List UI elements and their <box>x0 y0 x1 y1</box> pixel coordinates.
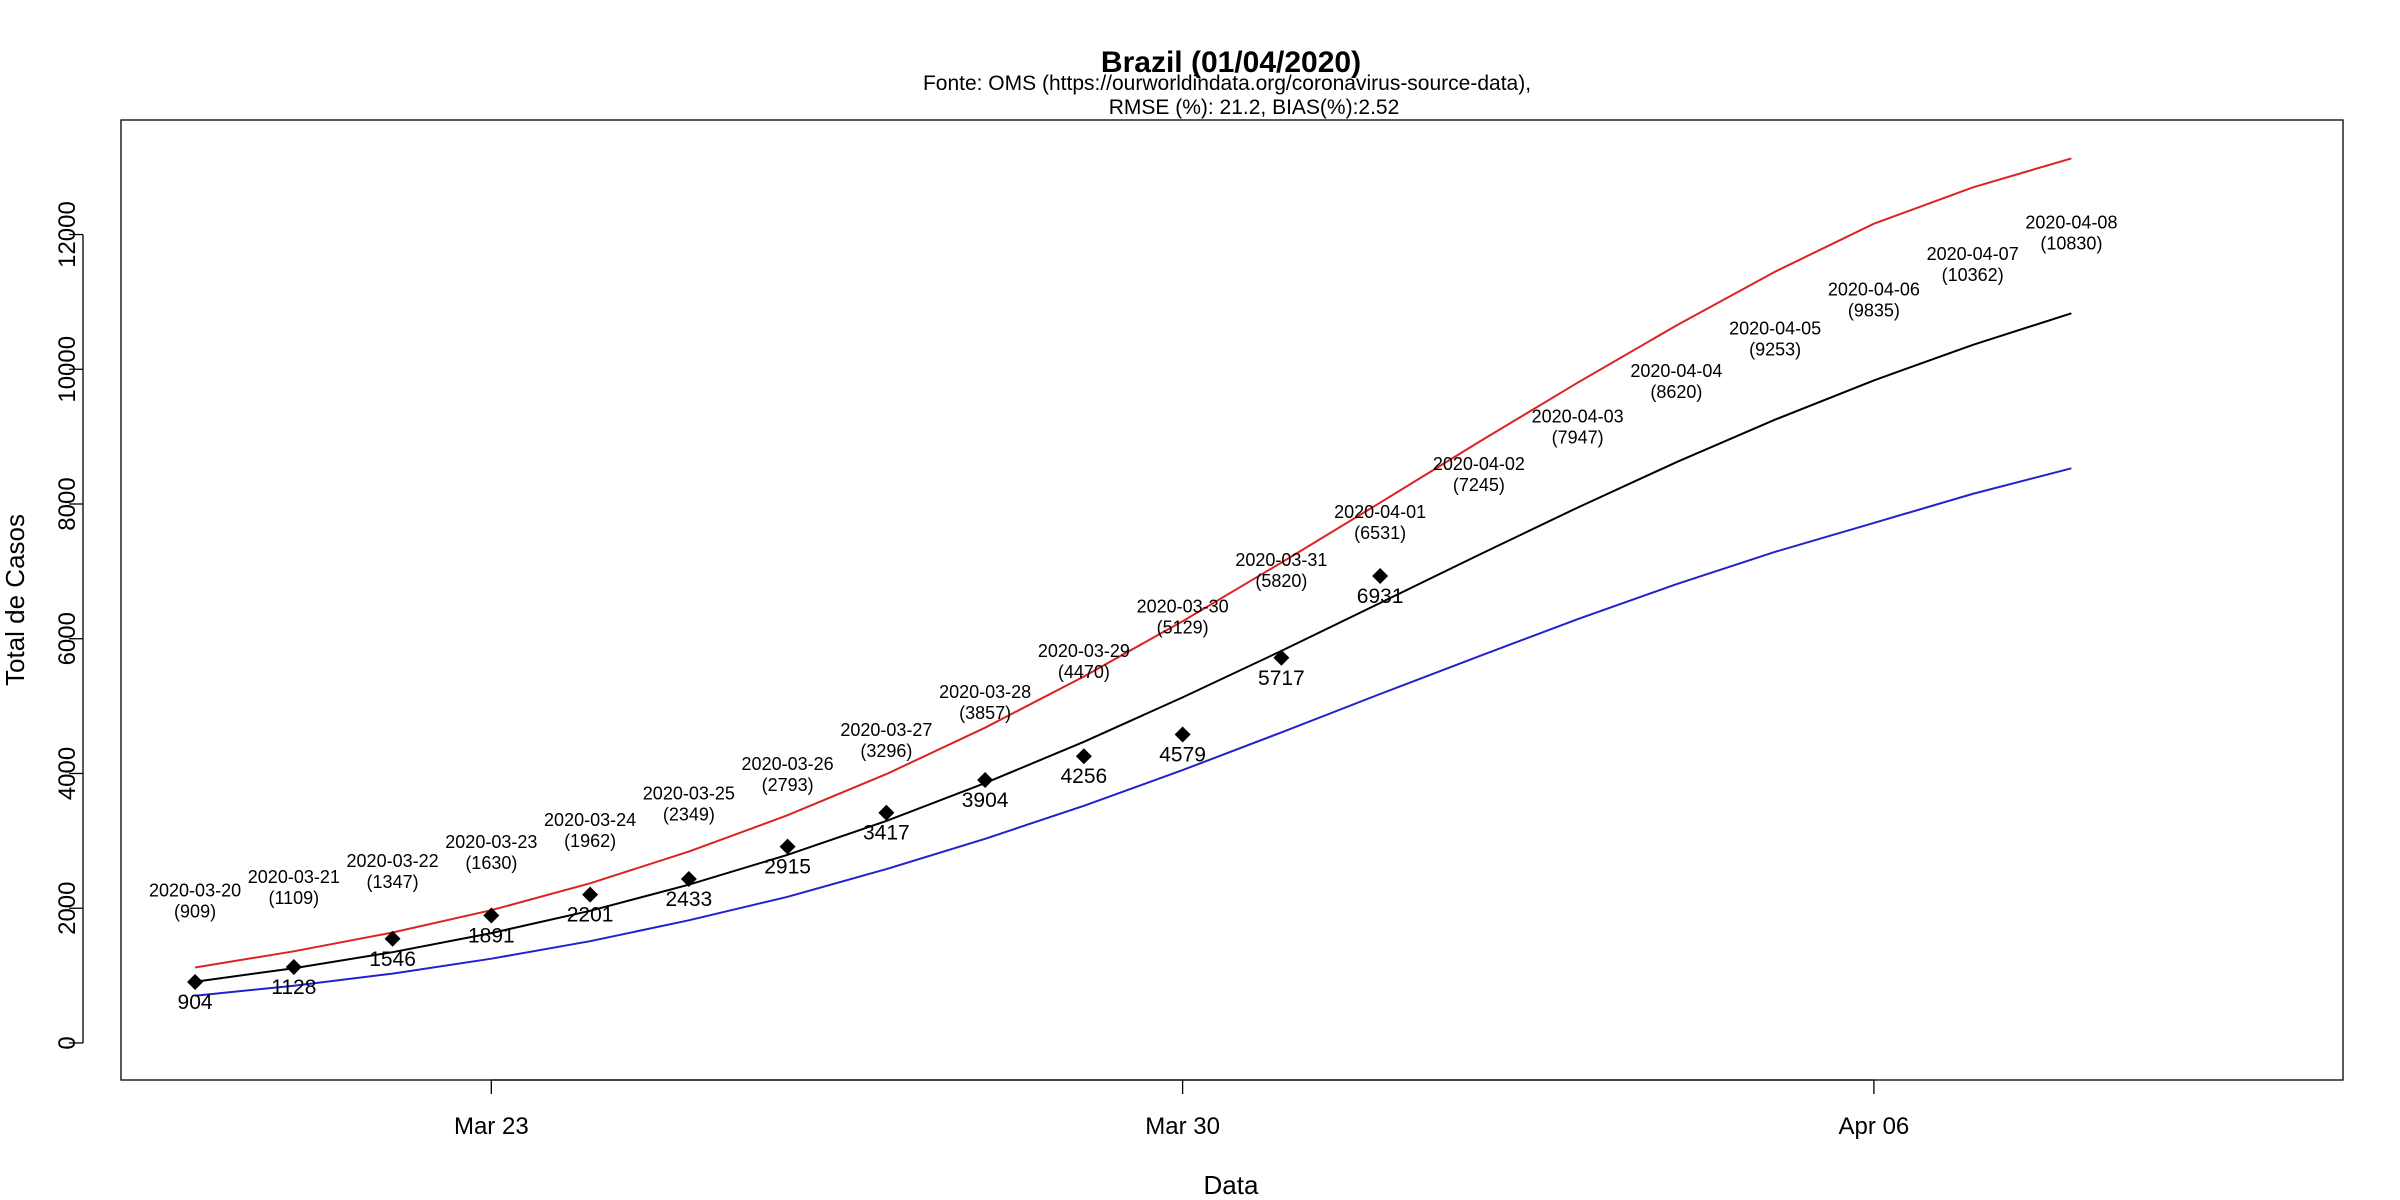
series-line-1 <box>194 312 2072 983</box>
predicted-date-label: 2020-04-07 <box>1927 244 2019 264</box>
predicted-value-label: (10362) <box>1942 265 2004 285</box>
observed-value-label: 5717 <box>1258 667 1305 690</box>
predicted-value-label: (3857) <box>959 703 1011 723</box>
x-axis-label: Data <box>1204 1170 1259 1200</box>
predicted-date-label: 2020-03-25 <box>643 784 735 804</box>
plot-frame <box>120 119 2344 1081</box>
observed-value-label: 1546 <box>369 948 416 971</box>
predicted-date-label: 2020-04-02 <box>1433 454 1525 474</box>
x-tick-label: Apr 06 <box>1839 1113 1910 1140</box>
predicted-value-label: (1630) <box>465 853 517 873</box>
observed-point <box>977 771 994 788</box>
series-layer <box>194 157 2072 997</box>
predicted-value-label: (3296) <box>860 741 912 761</box>
chart-subtitle-line-1: Fonte: OMS (https://ourworldindata.org/c… <box>923 72 1531 95</box>
predicted-date-label: 2020-03-30 <box>1137 596 1229 616</box>
predicted-date-label: 2020-03-26 <box>742 754 834 774</box>
observed-value-label: 1128 <box>271 976 316 999</box>
predicted-value-label: (7947) <box>1552 428 1604 448</box>
y-tick-label: 10000 <box>54 336 81 403</box>
x-tick-label: Mar 30 <box>1145 1113 1220 1140</box>
predicted-date-label: 2020-03-21 <box>248 867 340 887</box>
predicted-date-label: 2020-03-22 <box>347 851 439 871</box>
observed-value-label: 6931 <box>1357 585 1404 608</box>
predicted-value-label: (5820) <box>1255 571 1307 591</box>
y-tick-label: 8000 <box>54 477 81 530</box>
predicted-value-label: (1962) <box>564 831 616 851</box>
observed-point <box>384 930 401 947</box>
predicted-value-label: (9835) <box>1848 300 1900 320</box>
predicted-value-label: (4470) <box>1058 662 1110 682</box>
predicted-value-label: (2349) <box>663 805 715 825</box>
predicted-date-label: 2020-04-04 <box>1630 361 1722 381</box>
predicted-value-label: (9253) <box>1749 340 1801 360</box>
y-tick-label: 4000 <box>54 747 81 800</box>
x-tick-label: Mar 23 <box>454 1113 529 1140</box>
observed-value-label: 4256 <box>1061 765 1108 788</box>
predicted-date-label: 2020-03-29 <box>1038 641 1130 661</box>
y-tick-label: 6000 <box>54 612 81 665</box>
observed-value-label: 2201 <box>567 904 614 927</box>
predicted-date-label: 2020-04-01 <box>1334 502 1426 522</box>
predicted-date-label: 2020-03-28 <box>939 682 1031 702</box>
observed-value-label: 2433 <box>665 888 712 911</box>
predicted-value-label: (7245) <box>1453 475 1505 495</box>
predicted-date-label: 2020-03-20 <box>149 881 241 901</box>
predicted-value-label: (1109) <box>268 888 319 908</box>
predicted-labels: 2020-03-20(909) 2020-03-21(1109) 2020-03-2… <box>149 212 2117 921</box>
predicted-date-label: 2020-04-08 <box>2025 212 2117 232</box>
observed-point <box>285 958 302 975</box>
observed-value-label: 904 <box>178 991 213 1014</box>
observed-point <box>187 974 204 991</box>
y-axis-label: Total de Casos <box>0 514 30 686</box>
predicted-value-label: (8620) <box>1650 382 1702 402</box>
series-line-3 <box>194 467 2072 997</box>
predicted-date-label: 2020-04-03 <box>1532 407 1624 427</box>
observed-point <box>1273 649 1290 666</box>
predicted-value-label: (6531) <box>1354 523 1406 543</box>
observed-value-label: 3417 <box>863 822 910 845</box>
predicted-value-label: (909) <box>174 902 216 922</box>
observed-points: 904 1128 1546 1891 2201 2433 2915 3417 3904 4256 4… <box>178 568 1404 1014</box>
predicted-date-label: 2020-03-27 <box>840 720 932 740</box>
observed-value-label: 1891 <box>468 925 515 948</box>
predicted-date-label: 2020-04-06 <box>1828 279 1920 299</box>
chart-title: Brazil (01/04/2020) <box>1101 46 1361 79</box>
predicted-value-label: (10830) <box>2040 233 2102 253</box>
observed-point <box>878 804 895 821</box>
predicted-value-label: (5129) <box>1157 617 1209 637</box>
observed-point <box>779 838 796 855</box>
observed-value-label: 3904 <box>962 789 1009 812</box>
series-line-2 <box>194 157 2072 969</box>
observed-value-label: 2915 <box>764 856 811 879</box>
predicted-date-label: 2020-03-24 <box>544 810 636 830</box>
predicted-date-label: 2020-03-23 <box>445 832 537 852</box>
observed-point <box>582 886 599 903</box>
observed-point <box>483 907 500 924</box>
predicted-date-label: 2020-03-31 <box>1235 550 1327 570</box>
chart-subtitle-line-2: RMSE (%): 21.2, BIAS(%):2.52 <box>1109 96 1400 119</box>
observed-point <box>1075 748 1092 765</box>
observed-point <box>680 871 697 888</box>
observed-point <box>1372 568 1389 585</box>
y-axis: 0 2000 4000 6000 8000 10000 12000 <box>54 201 84 1050</box>
observed-point <box>1174 726 1191 743</box>
x-axis: Mar 23 Mar 30 Apr 06 <box>454 1079 1910 1140</box>
predicted-value-label: (2793) <box>762 775 814 795</box>
observed-value-label: 4579 <box>1159 743 1206 766</box>
y-tick-label: 12000 <box>54 201 81 268</box>
predicted-date-label: 2020-04-05 <box>1729 319 1821 339</box>
y-tick-label: 2000 <box>54 882 81 935</box>
y-tick-label: 0 <box>54 1036 81 1049</box>
predicted-value-label: (1347) <box>367 872 419 892</box>
